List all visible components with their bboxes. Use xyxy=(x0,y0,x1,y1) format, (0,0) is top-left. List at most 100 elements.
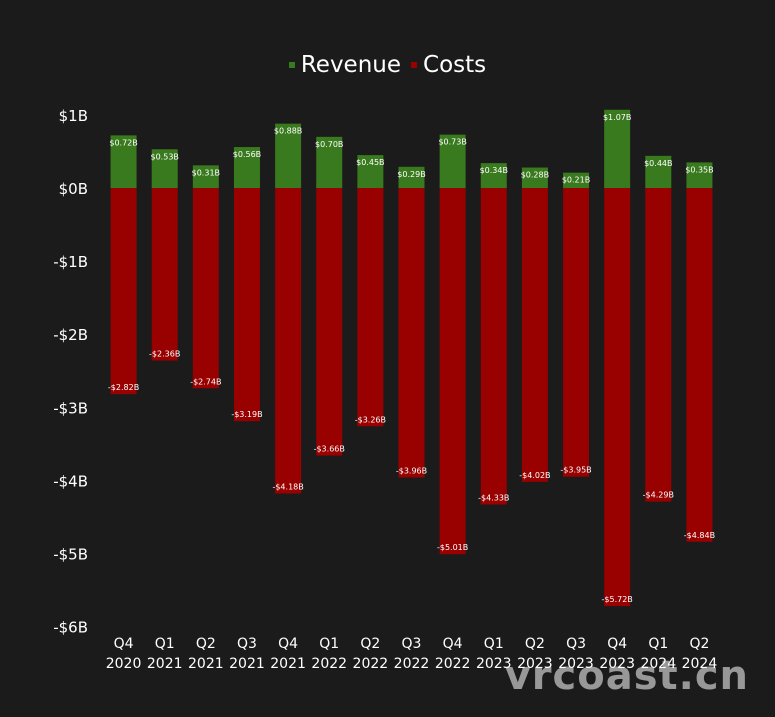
revenue-bar xyxy=(398,166,425,188)
revenue-data-label: $0.73B xyxy=(438,138,466,147)
revenue-data-label: $0.72B xyxy=(109,138,137,147)
costs-bar xyxy=(686,188,713,542)
x-tick-label-year: 2023 xyxy=(599,656,635,672)
x-tick-label-quarter: Q3 xyxy=(402,636,422,652)
costs-data-label: -$5.01B xyxy=(437,543,468,552)
x-tick-label-year: 2020 xyxy=(106,656,142,672)
x-tick-label-quarter: Q1 xyxy=(648,636,668,652)
costs-data-label: -$4.29B xyxy=(643,491,674,500)
costs-bar xyxy=(521,188,548,482)
costs-data-label: -$3.26B xyxy=(355,415,386,424)
x-tick-label-quarter: Q4 xyxy=(607,636,627,652)
costs-data-label: -$4.02B xyxy=(519,471,550,480)
x-tick-label-quarter: Q1 xyxy=(319,636,339,652)
legend-swatch-revenue xyxy=(288,62,295,68)
costs-bar xyxy=(357,188,384,427)
costs-bar xyxy=(275,188,302,494)
costs-bar xyxy=(563,188,590,477)
y-tick-label: -$4B xyxy=(53,472,88,490)
revenue-bar xyxy=(275,123,302,188)
costs-data-label: -$3.95B xyxy=(560,466,591,475)
x-tick-label-year: 2021 xyxy=(188,656,224,672)
y-tick-label: -$3B xyxy=(53,399,88,417)
costs-bar xyxy=(316,188,343,456)
x-tick-label-year: 2022 xyxy=(435,656,471,672)
revenue-data-label: $0.53B xyxy=(151,152,179,161)
x-tick-label-quarter: Q2 xyxy=(689,636,709,652)
x-tick-label-quarter: Q2 xyxy=(525,636,545,652)
chart-legend: Revenue Costs xyxy=(0,52,775,78)
costs-data-label: -$2.36B xyxy=(149,350,180,359)
x-tick-label-quarter: Q2 xyxy=(360,636,380,652)
legend-item-costs[interactable]: Costs xyxy=(411,52,486,78)
revenue-data-label: $0.35B xyxy=(685,165,713,174)
costs-bar xyxy=(151,188,178,361)
x-tick-label-year: 2021 xyxy=(270,656,306,672)
legend-swatch-costs xyxy=(411,62,418,68)
costs-bar xyxy=(439,188,466,555)
costs-data-label: -$3.66B xyxy=(314,445,345,454)
costs-data-label: -$2.74B xyxy=(190,377,221,386)
revenue-bar xyxy=(604,109,631,188)
revenue-bar xyxy=(480,163,507,188)
x-tick-label-quarter: Q3 xyxy=(566,636,586,652)
x-tick-label-quarter: Q4 xyxy=(114,636,134,652)
legend-label-costs: Costs xyxy=(423,52,487,78)
x-tick-label-year: 2024 xyxy=(640,656,676,672)
y-tick-label: $1B xyxy=(59,107,88,125)
revenue-bar xyxy=(686,162,713,188)
x-tick-label-quarter: Q2 xyxy=(196,636,216,652)
costs-bar xyxy=(604,188,631,607)
revenue-bar xyxy=(645,155,672,188)
revenue-bar xyxy=(357,155,384,188)
revenue-data-label: $1.07B xyxy=(603,113,631,122)
x-tick-label-quarter: Q1 xyxy=(155,636,175,652)
x-tick-label-year: 2022 xyxy=(353,656,389,672)
x-tick-label-year: 2023 xyxy=(476,656,512,672)
costs-data-label: -$5.72B xyxy=(602,595,633,604)
x-tick-label-quarter: Q3 xyxy=(237,636,257,652)
x-tick-label-year: 2021 xyxy=(229,656,265,672)
costs-data-label: -$3.19B xyxy=(231,410,262,419)
revenue-bar xyxy=(233,147,260,188)
costs-data-label: -$4.33B xyxy=(478,494,509,503)
x-tick-label-year: 2022 xyxy=(311,656,347,672)
revenue-data-label: $0.70B xyxy=(315,140,343,149)
x-tick-label-quarter: Q4 xyxy=(278,636,298,652)
y-tick-label: -$2B xyxy=(53,326,88,344)
x-tick-label-year: 2023 xyxy=(558,656,594,672)
revenue-bar xyxy=(521,167,548,188)
x-tick-label-year: 2024 xyxy=(682,656,718,672)
costs-data-label: -$4.18B xyxy=(272,483,303,492)
costs-bar xyxy=(645,188,672,502)
x-tick-label-year: 2023 xyxy=(517,656,553,672)
revenue-data-label: $0.88B xyxy=(274,127,302,136)
revenue-data-label: $0.28B xyxy=(521,171,549,180)
x-tick-label-quarter: Q4 xyxy=(443,636,463,652)
revenue-data-label: $0.44B xyxy=(644,159,672,168)
x-tick-label-quarter: Q1 xyxy=(484,636,504,652)
revenue-bar xyxy=(439,134,466,188)
y-tick-label: -$5B xyxy=(53,546,88,564)
x-tick-label-year: 2022 xyxy=(394,656,430,672)
legend-label-revenue: Revenue xyxy=(300,52,402,78)
costs-data-label: -$2.82B xyxy=(108,383,139,392)
legend-item-revenue[interactable]: Revenue xyxy=(288,52,402,78)
costs-bar xyxy=(192,188,219,389)
revenue-bar xyxy=(110,135,137,188)
revenue-bar xyxy=(316,136,343,188)
revenue-data-label: $0.45B xyxy=(356,158,384,167)
costs-data-label: -$3.96B xyxy=(396,466,427,475)
revenue-data-label: $0.34B xyxy=(480,166,508,175)
costs-bar xyxy=(398,188,425,478)
revenue-data-label: $0.21B xyxy=(562,176,590,185)
costs-bar xyxy=(110,188,137,395)
watermark-text: vrcoast.cn xyxy=(504,653,749,699)
costs-bar xyxy=(233,188,260,422)
y-tick-label: -$1B xyxy=(53,253,88,271)
revenue-data-label: $0.56B xyxy=(233,150,261,159)
revenue-bar xyxy=(192,165,219,188)
y-tick-label: -$6B xyxy=(53,619,88,637)
revenue-data-label: $0.31B xyxy=(192,168,220,177)
